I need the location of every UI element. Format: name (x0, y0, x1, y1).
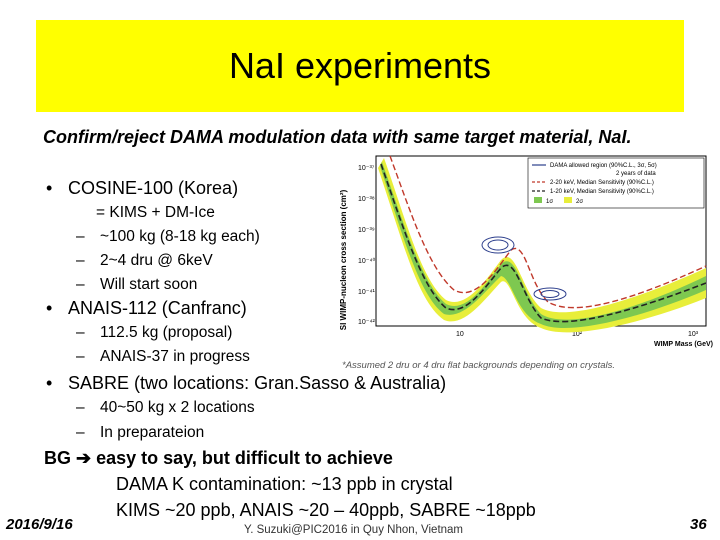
legend-box (527, 157, 705, 209)
dama-region (533, 287, 567, 301)
legend-swatch-2sigma (564, 197, 572, 203)
sabre-item: –40~50 kg x 2 locations (76, 399, 255, 416)
cosine-item-text: Will start soon (100, 276, 198, 293)
cosine-heading: COSINE-100 (Korea) (68, 178, 239, 198)
cosine-item-text: 2~4 dru @ 6keV (100, 252, 213, 269)
y-axis-label: SI WIMP-nucleon cross section (cm²) (339, 189, 348, 330)
bg-line: BG ➔ easy to say, but difficult to achie… (44, 448, 393, 469)
legend-entry: 1-20 keV, Median Sensitivity (90%C.L.) (550, 189, 654, 195)
anais-item-text: ANAIS-37 in progress (100, 348, 250, 365)
median-1-20kev (380, 163, 707, 323)
bg-text: easy to say, but difficult to achieve (96, 448, 393, 468)
title-banner (36, 20, 684, 112)
cosine-item: – ~100 kg (8-18 kg each) (76, 228, 260, 245)
x-tick-label: 10 (456, 331, 464, 338)
dama-region (487, 239, 509, 251)
bg-dama-line: DAMA K contamination: ~13 ppb in crystal (116, 474, 453, 494)
sabre-heading: SABRE (two locations: Gran.Sasso & Austr… (68, 373, 447, 393)
cosine-item: –2~4 dru @ 6keV (76, 252, 213, 269)
x-axis-label: WIMP Mass (GeV) (654, 341, 713, 348)
bullet-sabre: • SABRE (two locations: Gran.Sasso & Aust… (46, 373, 447, 393)
bullet-anais: • ANAIS-112 (Canfranc) (46, 298, 247, 318)
right-arrow-icon: ➔ (76, 448, 92, 468)
sabre-item: – In preparateion (76, 424, 205, 441)
legend-swatch-1sigma (534, 197, 542, 203)
bg-lead: BG (44, 448, 71, 468)
sabre-item-text: In preparateion (100, 424, 205, 441)
plot-footnote: *Assumed 2 dru or 4 dru flat backgrounds… (342, 360, 615, 371)
footer-center: Y. Suzuki@PIC2016 in Quy Nhon, Vietnam (244, 524, 464, 536)
y-tick-label: 10⁻³⁹ (358, 227, 375, 234)
y-tick-label: 10⁻⁴⁰ (358, 257, 375, 265)
anais-item: –112.5 kg (proposal) (76, 324, 233, 341)
x-tick-label: 10³ (688, 331, 699, 338)
sabre-item-text: 40~50 kg x 2 locations (100, 399, 255, 416)
legend-entry: DAMA allowed region (90%C.L., 3σ, 5σ) (550, 163, 657, 169)
legend-title: 2 years of data (616, 171, 656, 177)
intro-text: Confirm/reject DAMA modulation data with… (43, 127, 632, 147)
slide-title: NaI experiments (228, 45, 492, 86)
bullet-cosine: • COSINE-100 (Korea) (46, 178, 239, 198)
y-tick-label: 10⁻⁴¹ (358, 289, 375, 296)
y-tick-label: 10⁻⁴² (358, 319, 375, 326)
bg-kims-line: KIMS ~20 ppb, ANAIS ~20 – 40ppb, SABRE ~… (116, 500, 536, 520)
cosine-item: – Will start soon (76, 276, 198, 293)
sensitivity-plot: SI WIMP-nucleon cross section (cm²) 10⁻³… (336, 150, 720, 374)
dama-region (481, 236, 515, 254)
cosine-item-text: ~100 kg (8-18 kg each) (100, 228, 260, 245)
legend-entry: 1σ (546, 199, 553, 205)
legend-entry: 2-20 keV, Median Sensitivity (90%C.L.) (550, 180, 654, 186)
page-number: 36 (690, 516, 707, 533)
footer-date: 2016/9/16 (6, 516, 73, 533)
cosine-item: = KIMS + DM-Ice (96, 204, 215, 221)
anais-item-text: 112.5 kg (proposal) (100, 324, 233, 341)
x-tick-label: 10² (572, 331, 583, 338)
dama-region (540, 290, 560, 298)
y-tick-label: 10⁻³⁸ (358, 196, 375, 203)
anais-heading: ANAIS-112 (Canfranc) (68, 298, 247, 318)
anais-item: – ANAIS-37 in progress (76, 348, 250, 365)
legend-entry: 2σ (576, 199, 583, 205)
y-tick-label: 10⁻³⁷ (358, 165, 375, 172)
